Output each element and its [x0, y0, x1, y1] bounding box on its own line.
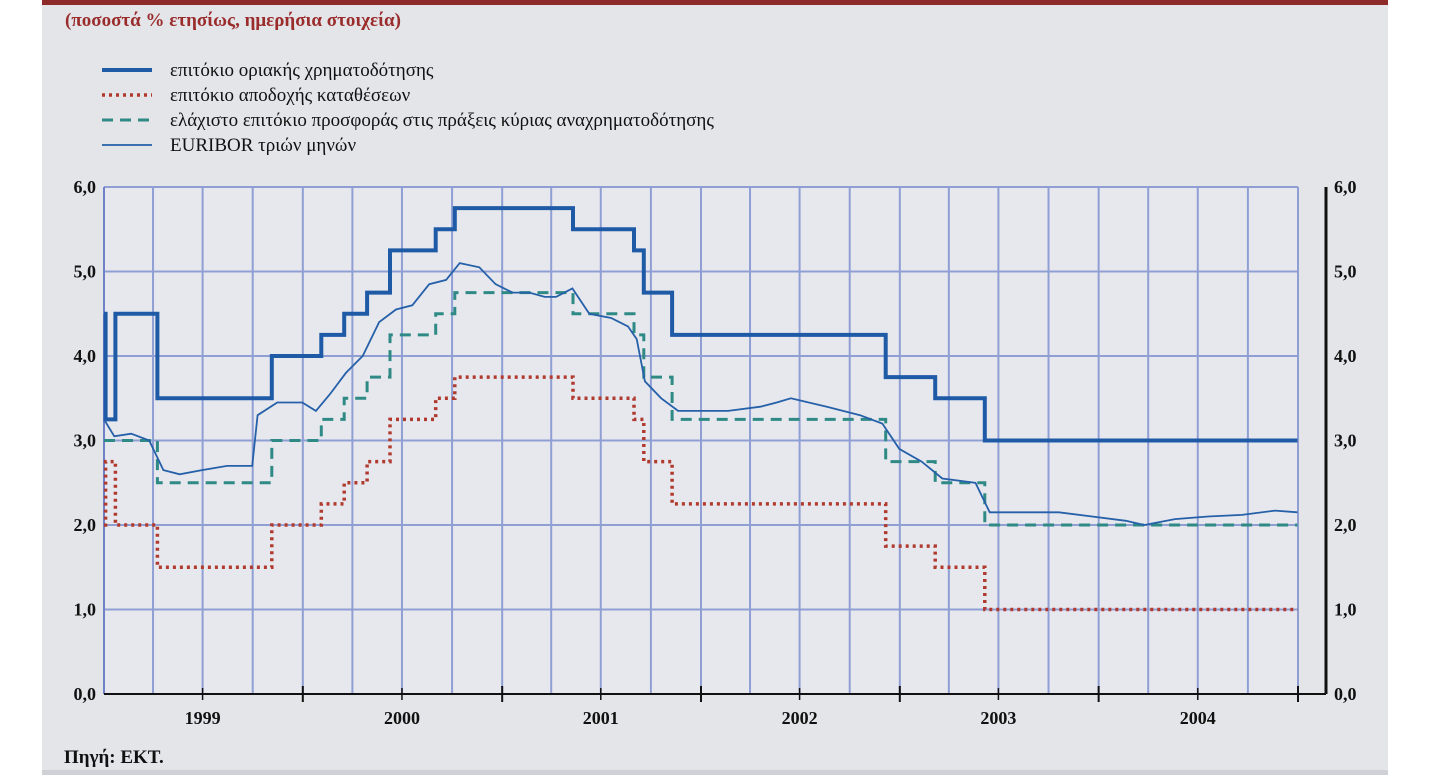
legend-label: επιτόκιο οριακής χρηματοδότησης	[170, 60, 434, 81]
legend-label: επιτόκιο αποδοχής καταθέσεων	[170, 85, 411, 106]
header-rule	[42, 0, 1388, 5]
series-line	[104, 291, 1298, 527]
y-tick-label-left: 1,0	[74, 600, 97, 620]
x-tick-label: 2002	[782, 708, 818, 728]
y-tick-label-left: 3,0	[74, 431, 97, 451]
legend-label: EURIBOR τριών μηνών	[170, 135, 356, 156]
x-tick-label: 2003	[980, 708, 1016, 728]
y-tick-label-left: 2,0	[74, 515, 97, 535]
chart-subtitle: (ποσοστά % ετησίως, ημερήσια στοιχεία)	[65, 10, 401, 31]
y-tick-label-right: 4,0	[1334, 346, 1357, 366]
y-tick-label-right: 0,0	[1334, 684, 1357, 704]
series-line	[103, 206, 1298, 443]
y-tick-label-right: 5,0	[1334, 262, 1357, 282]
x-tick-label: 2001	[583, 708, 619, 728]
next-text-line	[42, 770, 1388, 775]
y-tick-label-right: 1,0	[1334, 600, 1357, 620]
legend-label: ελάχιστο επιτόκιο προσφοράς στις πράξεις…	[170, 110, 714, 131]
y-tick-label-right: 3,0	[1334, 431, 1357, 451]
x-tick-label: 2004	[1180, 708, 1216, 728]
y-tick-label-right: 2,0	[1334, 515, 1357, 535]
y-tick-label-left: 0,0	[74, 684, 97, 704]
x-tick-label: 2000	[384, 708, 420, 728]
chart-grid	[104, 186, 1299, 695]
source-note: Πηγή: ΕΚΤ.	[64, 747, 164, 768]
chart-legend: επιτόκιο οριακής χρηματοδότησης επιτόκιο …	[102, 60, 714, 156]
chart-series	[103, 206, 1298, 612]
y-tick-label-left: 4,0	[74, 346, 97, 366]
y-tick-label-left: 6,0	[74, 177, 97, 197]
series-line	[103, 262, 1298, 526]
series-line	[103, 375, 1298, 612]
y-tick-label-right: 6,0	[1334, 177, 1357, 197]
x-tick-label: 1999	[185, 708, 221, 728]
y-tick-label-left: 5,0	[74, 262, 97, 282]
chart-axes: 0,0 0,0 1,0 1,0 2,0 2,0 3,0 3,0 4,0 4,0 5,0 5,0 6,0 6…	[74, 177, 1357, 728]
